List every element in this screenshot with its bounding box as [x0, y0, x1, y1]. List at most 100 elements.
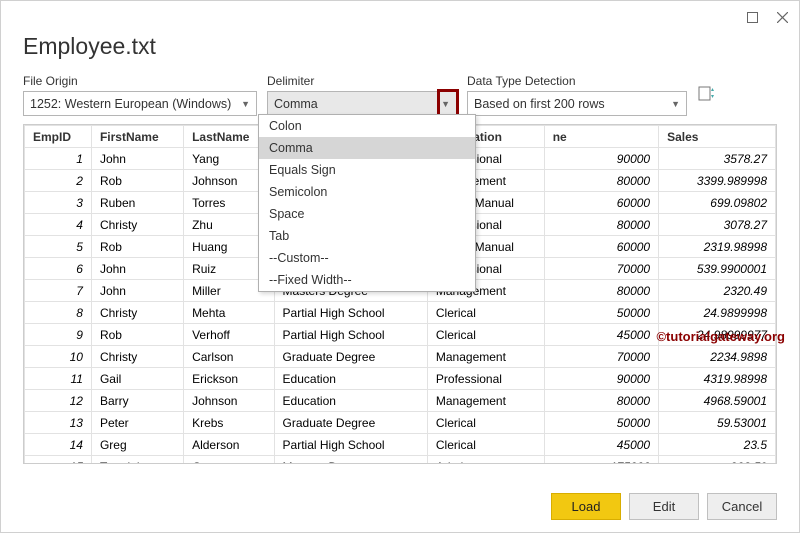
table-cell: 9 [25, 324, 92, 346]
table-cell: 70000 [544, 258, 658, 280]
table-cell: Partial High School [274, 302, 427, 324]
table-cell: 8 [25, 302, 92, 324]
table-cell: 24.9899998 [659, 302, 776, 324]
table-cell: 45000 [544, 434, 658, 456]
column-header[interactable]: Sales [659, 126, 776, 148]
table-row[interactable]: 11GailEricksonEducationProfessional90000… [25, 368, 776, 390]
datatype-label: Data Type Detection [467, 74, 687, 88]
chevron-down-icon: ▼ [241, 99, 250, 109]
table-cell: Gail [91, 368, 183, 390]
table-cell: John [91, 148, 183, 170]
datatype-value: Based on first 200 rows [474, 97, 605, 111]
table-cell: Carlson [184, 346, 274, 368]
table-cell: 50000 [544, 302, 658, 324]
delimiter-value: Comma [274, 97, 318, 111]
table-cell: 80000 [544, 390, 658, 412]
table-cell: 10 [25, 346, 92, 368]
table-cell: Rob [91, 236, 183, 258]
table-cell: 3 [25, 192, 92, 214]
table-cell: 80000 [544, 170, 658, 192]
file-origin-label: File Origin [23, 74, 257, 88]
table-cell: Partial High School [274, 324, 427, 346]
delimiter-option[interactable]: Tab [259, 225, 475, 247]
table-cell: Clerical [427, 324, 544, 346]
table-row[interactable]: 10ChristyCarlsonGraduate DegreeManagemen… [25, 346, 776, 368]
table-cell: Graduate Degree [274, 346, 427, 368]
table-cell: 2320.49 [659, 280, 776, 302]
delimiter-option[interactable]: Semicolon [259, 181, 475, 203]
table-cell: Christy [91, 346, 183, 368]
table-cell: 60000 [544, 236, 658, 258]
table-cell: Erickson [184, 368, 274, 390]
table-cell: Masters Degree [274, 456, 427, 465]
column-header[interactable]: ne [544, 126, 658, 148]
table-cell: 4319.98998 [659, 368, 776, 390]
table-cell: Partial High School [274, 434, 427, 456]
cancel-button[interactable]: Cancel [707, 493, 777, 520]
table-cell: 539.9900001 [659, 258, 776, 280]
table-row[interactable]: 8ChristyMehtaPartial High SchoolClerical… [25, 302, 776, 324]
table-cell: 45000 [544, 324, 658, 346]
dialog-footer: Load Edit Cancel [551, 493, 777, 520]
delimiter-option[interactable]: Equals Sign [259, 159, 475, 181]
table-cell: 3578.27 [659, 148, 776, 170]
load-button[interactable]: Load [551, 493, 621, 520]
delimiter-option[interactable]: --Custom-- [259, 247, 475, 269]
file-origin-select[interactable]: 1252: Western European (Windows) ▼ [23, 91, 257, 116]
table-cell: 4968.59001 [659, 390, 776, 412]
delimiter-option[interactable]: Colon [259, 115, 475, 137]
table-cell: Gateway [184, 456, 274, 465]
table-cell: Management [427, 390, 544, 412]
table-cell: 14 [25, 434, 92, 456]
delimiter-option[interactable]: --Fixed Width-- [259, 269, 475, 291]
table-cell: 90000 [544, 368, 658, 390]
table-cell: Clerical [427, 302, 544, 324]
table-cell: Johnson [184, 390, 274, 412]
table-cell: Education [274, 368, 427, 390]
table-cell: 80000 [544, 280, 658, 302]
table-cell: Christy [91, 302, 183, 324]
file-origin-value: 1252: Western European (Windows) [30, 97, 231, 111]
table-cell: Clerical [427, 434, 544, 456]
table-cell: 11 [25, 368, 92, 390]
table-cell: Christy [91, 214, 183, 236]
datatype-select[interactable]: Based on first 200 rows ▼ [467, 91, 687, 116]
table-row[interactable]: 13PeterKrebsGraduate DegreeClerical50000… [25, 412, 776, 434]
column-header[interactable]: FirstName [91, 126, 183, 148]
table-row[interactable]: 12BarryJohnsonEducationManagement8000049… [25, 390, 776, 412]
file-origin-group: File Origin 1252: Western European (Wind… [23, 74, 257, 116]
window-titlebar [1, 1, 799, 33]
delimiter-option[interactable]: Space [259, 203, 475, 225]
table-cell: 2234.9898 [659, 346, 776, 368]
delimiter-option[interactable]: Comma [259, 137, 475, 159]
table-cell: Professional [427, 368, 544, 390]
maximize-icon[interactable] [743, 8, 761, 26]
table-cell: Ruben [91, 192, 183, 214]
column-header[interactable]: EmpID [25, 126, 92, 148]
table-row[interactable]: 15TutorialGatewayMasters DegreeAdmin1750… [25, 456, 776, 465]
close-icon[interactable] [773, 8, 791, 26]
refresh-icon[interactable] [697, 84, 717, 104]
table-cell: Tutorial [91, 456, 183, 465]
chevron-down-icon: ▼ [671, 99, 680, 109]
table-cell: 5 [25, 236, 92, 258]
table-cell: Barry [91, 390, 183, 412]
table-cell: 50000 [544, 412, 658, 434]
table-cell: 175000 [544, 456, 658, 465]
table-cell: John [91, 258, 183, 280]
delimiter-group: Delimiter Comma ▼ [267, 74, 457, 116]
table-cell: 2 [25, 170, 92, 192]
delimiter-select[interactable]: Comma ▼ [267, 91, 457, 116]
table-cell: 60000 [544, 192, 658, 214]
table-cell: Admin [427, 456, 544, 465]
table-cell: 70000 [544, 346, 658, 368]
table-cell: Alderson [184, 434, 274, 456]
page-title: Employee.txt [23, 33, 777, 60]
table-cell: 2319.98998 [659, 236, 776, 258]
table-cell: 23.5 [659, 434, 776, 456]
table-cell: Mehta [184, 302, 274, 324]
table-cell: 13 [25, 412, 92, 434]
table-row[interactable]: 14GregAldersonPartial High SchoolClerica… [25, 434, 776, 456]
edit-button[interactable]: Edit [629, 493, 699, 520]
table-cell: Rob [91, 324, 183, 346]
